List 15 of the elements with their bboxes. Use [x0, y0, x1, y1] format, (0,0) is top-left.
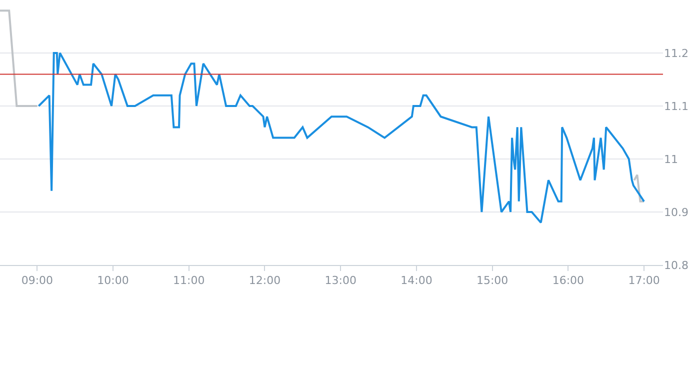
line-series: [38, 52, 646, 224]
y-tick-label: 11.2: [664, 46, 688, 60]
x-tick-label: 11:00: [173, 274, 205, 288]
y-tick-label: 11.1: [664, 100, 688, 113]
x-tick-label: 16:00: [552, 274, 584, 288]
x-tick-label: 15:00: [476, 274, 508, 288]
y-tick-label: 10.8: [664, 258, 688, 272]
x-tick-label: 09:00: [21, 274, 54, 288]
x-tick-label: 10:00: [97, 274, 129, 288]
x-tick-label: 13:00: [324, 274, 356, 288]
y-tick-label: 10.9: [664, 206, 688, 219]
x-tick-label: 14:00: [400, 274, 432, 288]
x-tick-label: 17:00: [628, 274, 660, 288]
x-tick-label: 12:00: [248, 274, 281, 288]
y-tick-label: 11: [664, 152, 678, 166]
